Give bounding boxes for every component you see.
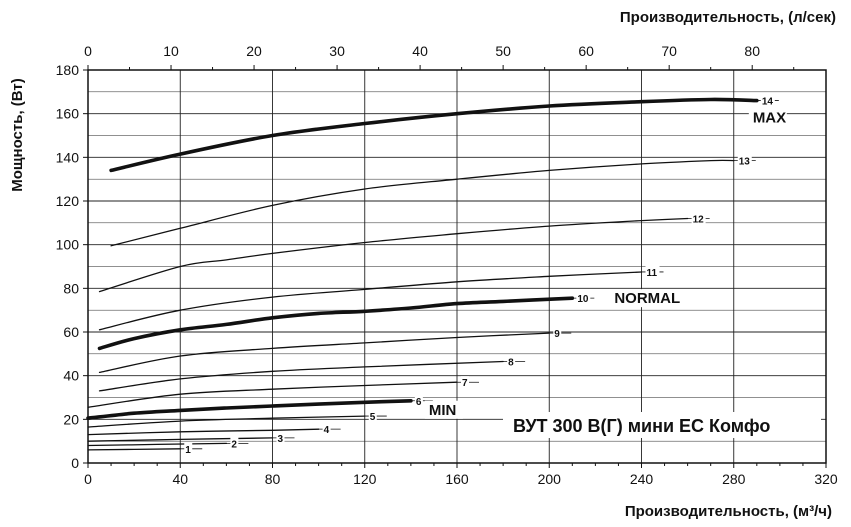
series-label-3: 3 bbox=[278, 434, 284, 445]
series-label-14: 14 bbox=[762, 97, 774, 108]
mode-label-normal: NORMAL bbox=[614, 290, 680, 307]
series-label-2: 2 bbox=[231, 439, 237, 450]
series-label-bg-5 bbox=[368, 410, 377, 422]
x-tick-label: 40 bbox=[172, 471, 188, 487]
series-line-10 bbox=[97, 296, 575, 351]
series-label-bg-10 bbox=[576, 292, 591, 304]
series-line-9 bbox=[98, 332, 550, 374]
series-label-7: 7 bbox=[462, 378, 468, 389]
series-label-12: 12 bbox=[693, 214, 705, 225]
y-tick-label: 40 bbox=[63, 368, 79, 384]
x-tick-label: 320 bbox=[814, 471, 838, 487]
y-tick-label: 60 bbox=[63, 324, 79, 340]
series-label-bg-4 bbox=[322, 423, 331, 435]
mode-label-bg bbox=[748, 108, 787, 127]
x-tick-label: 0 bbox=[84, 471, 92, 487]
series-label-8: 8 bbox=[508, 357, 514, 368]
series-line-12 bbox=[98, 217, 689, 293]
y-tick-label: 160 bbox=[56, 106, 80, 122]
x2-tick-label: 80 bbox=[744, 43, 760, 59]
y-tick-label: 80 bbox=[63, 280, 79, 296]
series-layer bbox=[86, 97, 759, 451]
x-tick-label: 160 bbox=[445, 471, 469, 487]
x2-tick-label: 0 bbox=[84, 43, 92, 59]
x-tick-label: 200 bbox=[538, 471, 562, 487]
y-tick-label: 0 bbox=[71, 455, 79, 471]
series-label-5: 5 bbox=[370, 412, 376, 423]
series-label-13: 13 bbox=[739, 157, 751, 168]
x-tick-label: 280 bbox=[722, 471, 746, 487]
series-line-7 bbox=[87, 381, 458, 408]
y-tick-label: 20 bbox=[63, 411, 79, 427]
series-label-1: 1 bbox=[185, 445, 191, 456]
series-label-bg-13 bbox=[737, 154, 752, 166]
series-label-bg-11 bbox=[645, 265, 660, 277]
x-axis-title: Производительность, (м³/ч) bbox=[625, 503, 832, 520]
model-title-background bbox=[503, 412, 821, 438]
x-tick-label: 240 bbox=[630, 471, 654, 487]
y-axis-title: Мощность, (Вт) bbox=[9, 78, 26, 192]
x2-tick-label: 20 bbox=[246, 43, 262, 59]
series-label-bg-14 bbox=[760, 94, 775, 106]
mode-label-max: MAX bbox=[753, 110, 786, 127]
x-tick-label: 120 bbox=[353, 471, 377, 487]
y-tick-label: 100 bbox=[56, 237, 80, 253]
mode-label-bg bbox=[610, 289, 679, 308]
series-label-bg-2 bbox=[230, 437, 239, 449]
x2-tick-label: 50 bbox=[495, 43, 511, 59]
series-label-11: 11 bbox=[647, 268, 658, 279]
y-tick-label: 140 bbox=[56, 149, 80, 165]
x2-axis-title: Производительность, (л/сек) bbox=[620, 9, 836, 26]
series-line-1 bbox=[87, 448, 181, 451]
chart-title: ВУТ 300 В(Г) мини ЕС Комфо bbox=[513, 416, 770, 436]
series-line-13 bbox=[110, 159, 735, 247]
x2-tick-label: 30 bbox=[329, 43, 345, 59]
series-line-4 bbox=[87, 428, 320, 436]
series-label-bg-6 bbox=[414, 394, 423, 406]
x-tick-label: 80 bbox=[265, 471, 281, 487]
series-label-bg-7 bbox=[461, 376, 469, 388]
series-label-10: 10 bbox=[577, 294, 589, 305]
series-line-3 bbox=[87, 437, 274, 442]
series-line-5 bbox=[87, 415, 366, 428]
series-label-bg-12 bbox=[691, 212, 706, 224]
series-label-bg-3 bbox=[276, 431, 285, 443]
y-tick-label: 120 bbox=[56, 193, 80, 209]
series-line-14 bbox=[109, 97, 759, 173]
series-line-8 bbox=[98, 360, 504, 392]
x2-tick-label: 70 bbox=[661, 43, 677, 59]
series-line-6 bbox=[86, 399, 413, 420]
y-tick-label: 180 bbox=[56, 62, 80, 78]
x2-tick-label: 40 bbox=[412, 43, 428, 59]
series-label-bg-9 bbox=[553, 327, 562, 339]
series-label-4: 4 bbox=[324, 425, 330, 436]
series-label-bg-8 bbox=[507, 355, 516, 367]
series-label-9: 9 bbox=[554, 329, 560, 340]
series-label-6: 6 bbox=[416, 397, 422, 408]
series-label-bg-1 bbox=[184, 442, 193, 454]
series-line-2 bbox=[87, 442, 228, 447]
x2-tick-label: 60 bbox=[578, 43, 594, 59]
mode-label-bg bbox=[424, 400, 463, 419]
model-title-box: ВУТ 300 В(Г) мини ЕС Комфо bbox=[503, 412, 821, 438]
x2-tick-label: 10 bbox=[163, 43, 179, 59]
series-line-11 bbox=[98, 271, 643, 331]
mode-label-min: MIN bbox=[429, 402, 457, 419]
